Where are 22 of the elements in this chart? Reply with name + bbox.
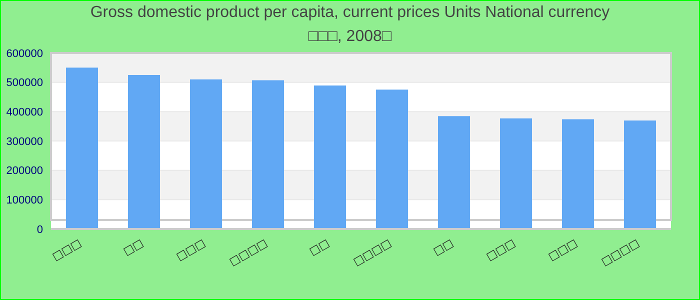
- y-tick-label: 0: [36, 224, 43, 236]
- y-tick-label: 100000: [6, 194, 43, 207]
- bar: [624, 120, 656, 229]
- bar: [438, 116, 470, 229]
- bar: [252, 80, 284, 229]
- x-tick-label: □□: [306, 236, 332, 258]
- x-tick-label: □□: [120, 236, 146, 258]
- bar: [562, 119, 594, 229]
- bar: [500, 118, 532, 229]
- bar: [128, 75, 160, 229]
- chart-subtitle: □□□, 2008□: [307, 28, 393, 46]
- bar: [314, 86, 346, 229]
- y-tick-label: 600000: [6, 48, 43, 60]
- bar: [190, 79, 222, 229]
- x-tick-label: □□: [430, 236, 456, 258]
- bar: [376, 90, 408, 229]
- y-tick-label: 400000: [6, 106, 43, 119]
- y-tick-label: 500000: [6, 77, 43, 90]
- chart-title: Gross domestic product per capita, current prices Units National currency: [89, 4, 611, 22]
- bar: [66, 68, 98, 229]
- y-tick-label: 200000: [6, 165, 43, 178]
- y-tick-label: 300000: [6, 136, 43, 148]
